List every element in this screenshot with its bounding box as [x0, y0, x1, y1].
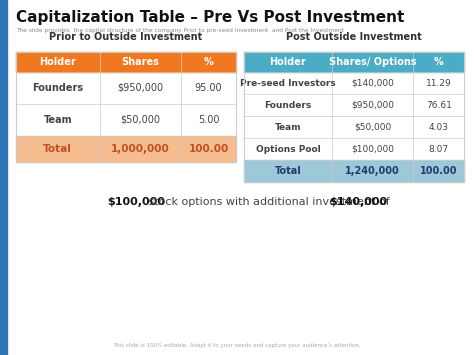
Text: Options Pool: Options Pool	[255, 144, 320, 153]
Text: 11.29: 11.29	[426, 78, 452, 87]
Bar	[244, 160, 464, 182]
Text: Shares/ Options: Shares/ Options	[329, 57, 417, 67]
Bar	[16, 52, 236, 162]
Text: Holder: Holder	[270, 57, 306, 67]
Text: The slide provides  the capital structure of the company Prior to pre-seed Inves: The slide provides the capital structure…	[16, 28, 344, 33]
Text: Team: Team	[44, 115, 72, 125]
Text: 1,240,000: 1,240,000	[346, 166, 400, 176]
Text: $950,000: $950,000	[351, 100, 394, 109]
Text: Prior to Outside Investment: Prior to Outside Investment	[49, 32, 202, 42]
Text: Capitalization Table – Pre Vs Post Investment: Capitalization Table – Pre Vs Post Inves…	[16, 10, 404, 25]
Text: 100.00: 100.00	[420, 166, 457, 176]
Text: Founders: Founders	[32, 83, 83, 93]
Text: $140,000: $140,000	[329, 197, 387, 207]
Text: stock options with additional investment of: stock options with additional investment…	[145, 197, 393, 207]
Text: Pre-seed Investors: Pre-seed Investors	[240, 78, 336, 87]
Text: Shares: Shares	[121, 57, 159, 67]
Text: Holder: Holder	[39, 57, 76, 67]
Text: $100,000: $100,000	[351, 144, 394, 153]
Text: Team: Team	[275, 122, 301, 131]
Bar	[244, 52, 464, 182]
Text: 4.03: 4.03	[428, 122, 449, 131]
Text: $50,000: $50,000	[354, 122, 392, 131]
Text: $50,000: $50,000	[120, 115, 160, 125]
Text: This slide is 100% editable. Adapt it to your needs and capture your audience’s : This slide is 100% editable. Adapt it to…	[113, 343, 361, 348]
Text: 100.00: 100.00	[188, 144, 228, 154]
Text: Founders: Founders	[264, 100, 311, 109]
Text: Post Outside Investment: Post Outside Investment	[286, 32, 422, 42]
Text: $950,000: $950,000	[117, 83, 164, 93]
Text: 76.61: 76.61	[426, 100, 452, 109]
Bar	[244, 52, 464, 72]
Text: 95.00: 95.00	[195, 83, 222, 93]
Text: 8.07: 8.07	[428, 144, 449, 153]
Text: %: %	[204, 57, 213, 67]
Text: $140,000: $140,000	[351, 78, 394, 87]
Text: $100,000: $100,000	[107, 197, 164, 207]
Text: Total: Total	[43, 144, 72, 154]
Bar	[16, 136, 236, 162]
Text: Total: Total	[274, 166, 301, 176]
Text: %: %	[434, 57, 444, 67]
Text: 5.00: 5.00	[198, 115, 219, 125]
Text: 1,000,000: 1,000,000	[111, 144, 170, 154]
Bar	[0, 0, 7, 355]
Bar	[16, 52, 236, 72]
